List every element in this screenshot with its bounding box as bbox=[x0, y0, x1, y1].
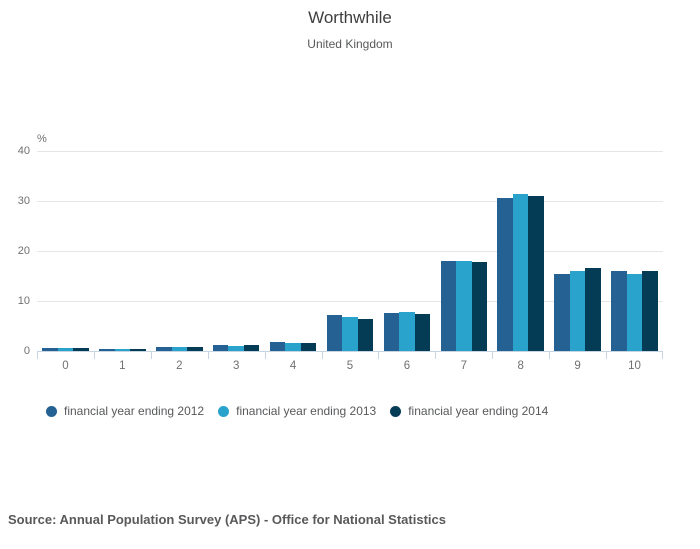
x-axis: 0 1 2 3 4 5 6 7 8 9 10 bbox=[37, 360, 663, 376]
gridline-30 bbox=[37, 201, 663, 202]
plot-area bbox=[37, 151, 663, 359]
legend-item-2013[interactable]: financial year ending 2013 bbox=[218, 404, 376, 418]
gridline-40 bbox=[37, 151, 663, 152]
bar-financial-year-ending-2013-cat-9[interactable] bbox=[569, 271, 586, 351]
bar-financial-year-ending-2014-cat-6[interactable] bbox=[414, 314, 431, 351]
source-note: Source: Annual Population Survey (APS) -… bbox=[8, 512, 446, 527]
y-tick-label-0: 0 bbox=[23, 345, 30, 357]
x-tick-label-2: 2 bbox=[176, 360, 183, 372]
legend-marker-2014-icon bbox=[390, 405, 402, 417]
bar-financial-year-ending-2013-cat-5[interactable] bbox=[342, 317, 358, 351]
x-tick-label-7: 7 bbox=[460, 360, 468, 372]
bar-financial-year-ending-2014-cat-2[interactable] bbox=[187, 347, 203, 351]
bar-financial-year-ending-2013-cat-3[interactable] bbox=[228, 345, 244, 351]
x-axis-tick bbox=[321, 352, 323, 359]
x-axis-tick bbox=[150, 352, 152, 359]
x-axis-tick bbox=[378, 352, 380, 359]
legend-marker-2012-icon bbox=[46, 405, 57, 417]
bar-financial-year-ending-2013-cat-7[interactable] bbox=[456, 261, 472, 351]
legend-label-2014: financial year ending 2014 bbox=[408, 404, 549, 418]
x-tick-label-1: 1 bbox=[119, 360, 126, 372]
legend-marker-2013-icon bbox=[218, 405, 230, 417]
bar-financial-year-ending-2013-cat-8[interactable] bbox=[512, 194, 529, 351]
bar-financial-year-ending-2014-cat-4[interactable] bbox=[300, 343, 317, 351]
x-tick-label-9: 9 bbox=[574, 360, 581, 372]
bar-financial-year-ending-2013-cat-10[interactable] bbox=[626, 274, 643, 351]
x-axis-tick bbox=[37, 352, 38, 359]
x-tick-label-4: 4 bbox=[289, 360, 297, 372]
bar-financial-year-ending-2012-cat-8[interactable] bbox=[497, 197, 513, 351]
bar-financial-year-ending-2012-cat-2[interactable] bbox=[156, 347, 172, 351]
x-axis-tick bbox=[93, 352, 95, 359]
bar-financial-year-ending-2012-cat-6[interactable] bbox=[383, 313, 400, 351]
chart-title: Worthwhile bbox=[308, 8, 392, 27]
x-tick-label-0: 0 bbox=[62, 360, 69, 372]
y-axis-unit-label: % bbox=[37, 133, 47, 145]
chart-subtitle: United Kingdom bbox=[307, 37, 393, 51]
bar-financial-year-ending-2012-cat-5[interactable] bbox=[326, 315, 343, 351]
x-tick-label-10: 10 bbox=[628, 360, 641, 372]
bar-financial-year-ending-2012-cat-1[interactable] bbox=[99, 349, 115, 351]
bar-financial-year-ending-2012-cat-7[interactable] bbox=[440, 261, 457, 351]
x-axis-tick bbox=[549, 352, 551, 359]
bar-financial-year-ending-2012-cat-3[interactable] bbox=[212, 345, 229, 351]
y-tick-label-10: 10 bbox=[17, 295, 30, 307]
bar-financial-year-ending-2014-cat-7[interactable] bbox=[471, 261, 488, 351]
x-axis-tick bbox=[662, 352, 663, 359]
gridline-20 bbox=[37, 251, 663, 252]
legend-label-2012: financial year ending 2012 bbox=[64, 404, 205, 418]
legend-item-2012[interactable]: financial year ending 2012 bbox=[46, 404, 204, 418]
bar-financial-year-ending-2014-cat-0[interactable] bbox=[73, 348, 89, 351]
x-tick-label-8: 8 bbox=[517, 360, 524, 372]
bar-financial-year-ending-2014-cat-1[interactable] bbox=[130, 349, 146, 351]
bar-financial-year-ending-2013-cat-1[interactable] bbox=[114, 349, 131, 351]
y-tick-label-20: 20 bbox=[17, 245, 30, 257]
bar-financial-year-ending-2014-cat-8[interactable] bbox=[528, 195, 544, 351]
legend-item-2014[interactable]: financial year ending 2014 bbox=[390, 404, 548, 418]
gridline-10 bbox=[37, 301, 663, 302]
bar-financial-year-ending-2014-cat-10[interactable] bbox=[642, 271, 658, 351]
x-tick-label-6: 6 bbox=[403, 360, 411, 372]
bar-financial-year-ending-2013-cat-2[interactable] bbox=[171, 347, 188, 351]
y-tick-label-30: 30 bbox=[17, 195, 30, 207]
y-axis: 0 10 20 30 40 bbox=[0, 145, 30, 357]
x-axis-tick bbox=[492, 352, 494, 359]
bar-financial-year-ending-2013-cat-0[interactable] bbox=[57, 348, 74, 351]
bar-financial-year-ending-2014-cat-9[interactable] bbox=[585, 268, 601, 351]
x-axis-tick bbox=[435, 352, 437, 359]
x-tick-label-3: 3 bbox=[232, 360, 240, 372]
x-axis-tick bbox=[606, 352, 608, 359]
legend-label-2013: financial year ending 2013 bbox=[236, 404, 377, 418]
y-tick-label-40: 40 bbox=[17, 145, 30, 157]
bar-financial-year-ending-2012-cat-4[interactable] bbox=[269, 342, 286, 351]
bar-financial-year-ending-2014-cat-5[interactable] bbox=[357, 319, 374, 351]
bar-financial-year-ending-2012-cat-0[interactable] bbox=[42, 348, 58, 351]
bar-financial-year-ending-2013-cat-6[interactable] bbox=[399, 311, 415, 351]
bar-financial-year-ending-2012-cat-9[interactable] bbox=[554, 274, 570, 351]
x-tick-label-5: 5 bbox=[346, 360, 354, 372]
x-axis-tick bbox=[207, 352, 209, 359]
bar-financial-year-ending-2013-cat-4[interactable] bbox=[285, 342, 301, 351]
bar-financial-year-ending-2012-cat-10[interactable] bbox=[611, 271, 627, 351]
x-axis-tick bbox=[264, 352, 266, 359]
legend: financial year ending 2012 financial yea… bbox=[46, 404, 548, 418]
bar-financial-year-ending-2014-cat-3[interactable] bbox=[243, 345, 260, 351]
x-axis-line bbox=[37, 351, 663, 352]
